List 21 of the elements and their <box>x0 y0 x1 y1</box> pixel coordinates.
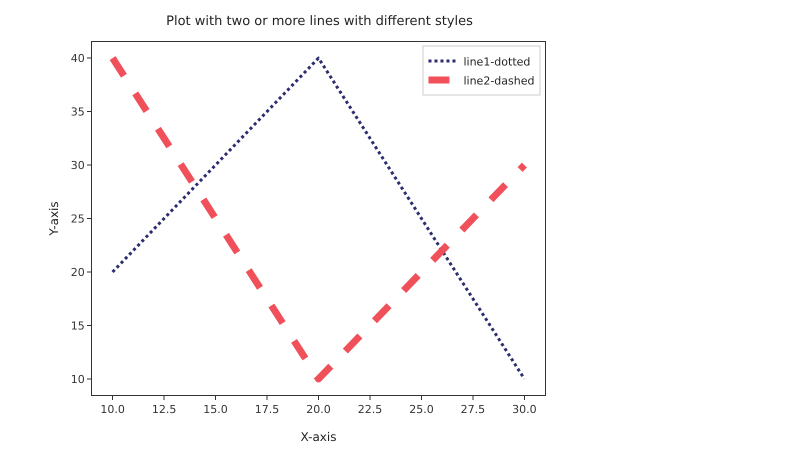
y-tick-label: 40 <box>70 52 85 65</box>
y-tick-label: 15 <box>70 319 85 332</box>
x-tick-label: 17.5 <box>254 403 280 416</box>
x-tick-label: 22.5 <box>358 403 382 416</box>
y-tick-label: 30 <box>70 158 85 172</box>
x-tick-label: 20.0 <box>306 403 331 416</box>
x-tick-label: 12.5 <box>152 403 176 416</box>
x-axis-title: X-axis <box>300 430 336 444</box>
x-tick-label: 10.0 <box>100 403 125 416</box>
x-tick-label: 30.0 <box>512 403 537 416</box>
y-tick-label: 25 <box>70 212 85 226</box>
y-tick-label: 10 <box>70 372 85 386</box>
y-axis-title: Y-axis <box>47 201 61 237</box>
x-tick-label: 25.0 <box>409 403 434 416</box>
legend-label: line2-dashed <box>463 74 534 88</box>
x-tick-label: 15.0 <box>203 403 228 416</box>
legend-label: line1-dotted <box>463 55 530 68</box>
y-tick-label: 20 <box>70 266 85 279</box>
y-tick-label: 35 <box>70 105 85 118</box>
x-tick-label: 27.5 <box>460 403 486 416</box>
chart-title: Plot with two or more lines with different styles <box>166 14 474 30</box>
